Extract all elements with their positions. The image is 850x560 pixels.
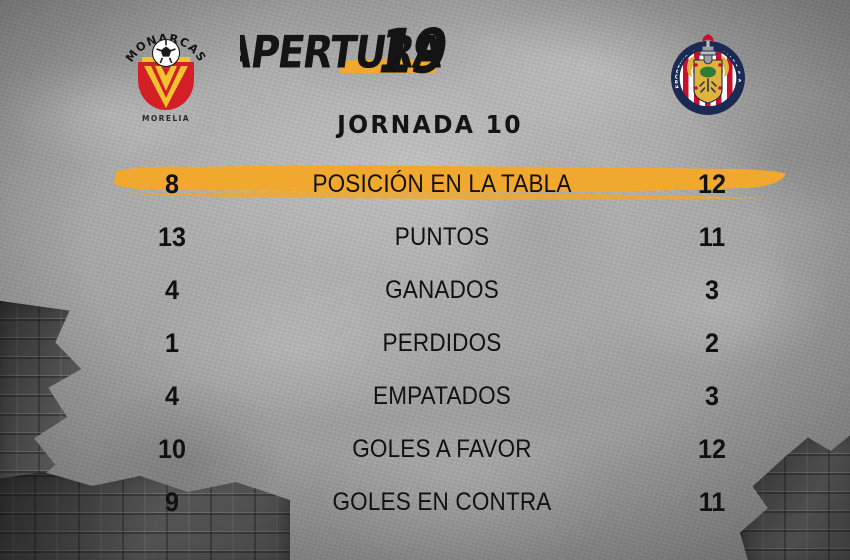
tournament-title: APERTURA 19 — [240, 18, 452, 87]
table-row: 4 EMPATADOS 3 — [0, 370, 850, 423]
home-value: 4 — [165, 275, 179, 305]
table-row: 9 GOLES EN CONTRA 11 — [0, 476, 850, 529]
table-row: 1 PERDIDOS 2 — [0, 317, 850, 370]
table-row: 13 PUNTOS 11 — [0, 211, 850, 264]
matchday-label: JORNADA 10 — [337, 110, 523, 139]
stat-label: GOLES A FAVOR — [352, 435, 532, 463]
brick-fill — [0, 472, 290, 560]
tournament-year-text: 19 — [371, 18, 452, 87]
home-value: 13 — [158, 222, 186, 252]
stat-label: PUNTOS — [394, 223, 490, 251]
stats-table: 8 POSICIÓN EN LA TABLA 12 13 PUNTOS 11 4… — [0, 158, 850, 529]
home-value: 4 — [165, 381, 179, 411]
stat-label: POSICIÓN EN LA TABLA — [312, 170, 572, 198]
away-value: 3 — [705, 381, 719, 411]
title-block: APERTURA 19 JORNADA 10 — [240, 18, 620, 139]
svg-text:MORELIA: MORELIA — [142, 114, 190, 123]
stat-label: EMPATADOS — [373, 382, 511, 410]
brick-shade — [0, 472, 290, 560]
stat-label: GANADOS — [385, 276, 499, 304]
chivas-guadalajara-crest: CLUB DEPORTIVO GUADALAJARA S.A. DE C.V. — [657, 18, 745, 115]
away-value: 2 — [705, 328, 719, 358]
away-value: 3 — [705, 275, 719, 305]
home-value: 10 — [158, 434, 186, 464]
table-row: 4 GANADOS 3 — [0, 264, 850, 317]
home-value: 9 — [165, 487, 179, 517]
home-value: 8 — [165, 169, 179, 199]
home-value: 1 — [165, 328, 179, 358]
table-row: 8 POSICIÓN EN LA TABLA 12 — [0, 158, 850, 211]
table-row: 10 GOLES A FAVOR 12 — [0, 423, 850, 476]
stat-label: PERDIDOS — [382, 329, 502, 357]
away-value: 12 — [698, 434, 726, 464]
away-value: 11 — [698, 222, 726, 252]
monarcas-morelia-crest: MONARCAS MORELIA — [123, 31, 209, 123]
away-team-crest: CLUB DEPORTIVO GUADALAJARA S.A. DE C.V. — [657, 18, 756, 131]
away-value: 11 — [698, 487, 726, 517]
away-value: 12 — [698, 169, 726, 199]
tournament-title-text: APERTURA — [240, 26, 447, 78]
stat-label: GOLES EN CONTRA — [332, 488, 552, 516]
exposed-brick-bottom-left — [0, 472, 290, 560]
home-team-crest: MONARCAS MORELIA — [118, 22, 214, 131]
